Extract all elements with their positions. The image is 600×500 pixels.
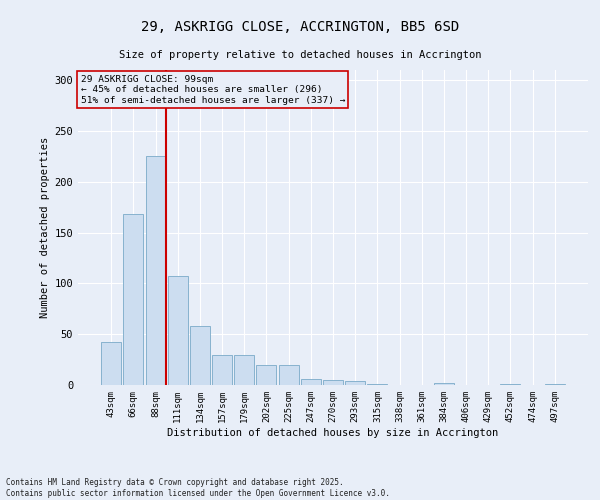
Bar bbox=[168, 276, 188, 385]
Bar bbox=[500, 384, 520, 385]
Bar bbox=[190, 326, 210, 385]
Text: 29 ASKRIGG CLOSE: 99sqm
← 45% of detached houses are smaller (296)
51% of semi-d: 29 ASKRIGG CLOSE: 99sqm ← 45% of detache… bbox=[80, 74, 345, 104]
Bar bbox=[256, 364, 277, 385]
Bar bbox=[101, 342, 121, 385]
Bar bbox=[367, 384, 388, 385]
Y-axis label: Number of detached properties: Number of detached properties bbox=[40, 137, 50, 318]
Bar bbox=[146, 156, 166, 385]
Text: 29, ASKRIGG CLOSE, ACCRINGTON, BB5 6SD: 29, ASKRIGG CLOSE, ACCRINGTON, BB5 6SD bbox=[141, 20, 459, 34]
Bar bbox=[301, 379, 321, 385]
Bar bbox=[345, 381, 365, 385]
Bar bbox=[212, 354, 232, 385]
Text: Contains HM Land Registry data © Crown copyright and database right 2025.
Contai: Contains HM Land Registry data © Crown c… bbox=[6, 478, 390, 498]
X-axis label: Distribution of detached houses by size in Accrington: Distribution of detached houses by size … bbox=[167, 428, 499, 438]
Bar bbox=[124, 214, 143, 385]
Bar bbox=[323, 380, 343, 385]
Text: Size of property relative to detached houses in Accrington: Size of property relative to detached ho… bbox=[119, 50, 481, 60]
Bar bbox=[434, 383, 454, 385]
Bar bbox=[545, 384, 565, 385]
Bar bbox=[234, 354, 254, 385]
Bar bbox=[278, 364, 299, 385]
